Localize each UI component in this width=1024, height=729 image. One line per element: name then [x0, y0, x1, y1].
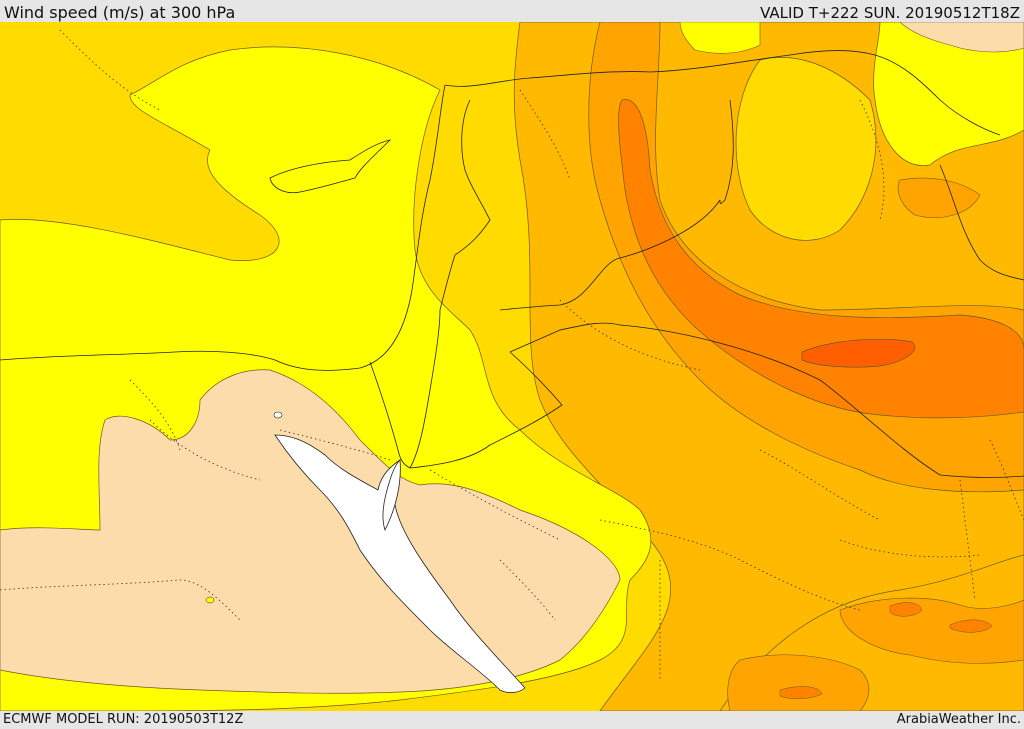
field-orange-blob-3 — [727, 654, 870, 711]
wind-speed-map[interactable] — [0, 22, 1024, 711]
field-deep-orange-blob-1 — [889, 602, 923, 617]
gulf-of-aqaba — [382, 459, 401, 532]
red-sea-island — [273, 411, 283, 419]
small-lake — [205, 596, 215, 604]
field-pale-northeast — [899, 22, 1024, 53]
model-run: ECMWF MODEL RUN: 20190503T12Z — [3, 712, 244, 727]
country-borders — [369, 50, 1024, 478]
province-borders — [0, 29, 1024, 680]
footer-bar — [0, 711, 1024, 729]
field-pale-egypt — [0, 369, 621, 694]
red-sea — [274, 434, 526, 694]
map-title: Wind speed (m/s) at 300 hPa — [4, 3, 236, 22]
field-deep-orange-blob-3 — [779, 686, 823, 699]
field-gold-east — [735, 57, 877, 241]
credit: ArabiaWeather Inc. — [896, 712, 1021, 727]
cyprus-island — [269, 139, 392, 194]
field-orange-blob-2 — [839, 597, 1024, 664]
valid-time: VALID T+222 SUN. 20190512T18Z — [760, 4, 1020, 22]
field-deep-orange-blob-2 — [949, 619, 993, 633]
header-bar — [0, 0, 1024, 22]
field-orange-blob-1 — [897, 177, 981, 218]
field-yellow-east-strip — [679, 22, 761, 54]
field-red-orange-core — [801, 338, 916, 368]
mediterranean-coastline — [0, 84, 446, 371]
